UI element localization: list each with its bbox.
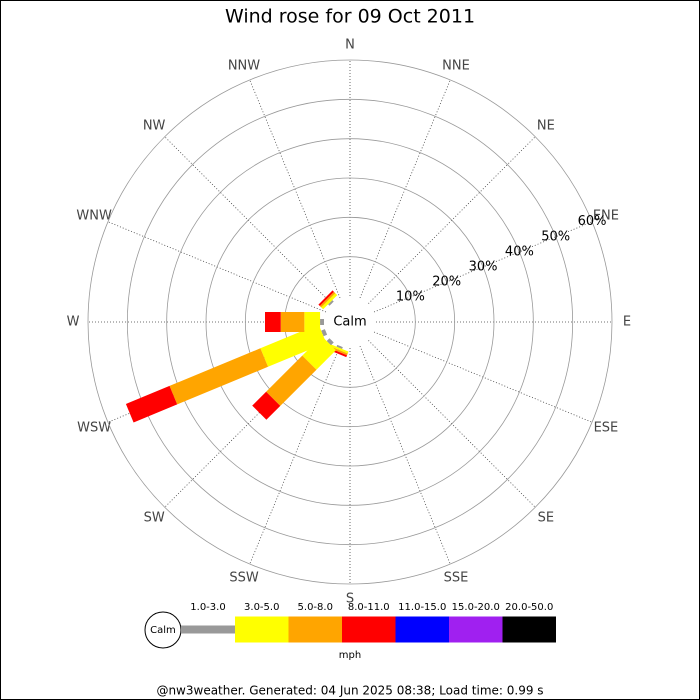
direction-label: NE — [537, 119, 555, 134]
direction-label: WNW — [76, 208, 112, 223]
legend-label: 15.0-20.0 — [452, 602, 500, 613]
bar-segment — [320, 319, 324, 325]
direction-label: SSW — [229, 570, 259, 585]
bar-segment — [260, 324, 327, 367]
ring — [205, 177, 495, 467]
legend-swatch — [502, 616, 556, 643]
bar-segment — [302, 336, 336, 370]
legend-calm-label: Calm — [150, 625, 176, 636]
chart-title: Wind rose for 09 Oct 2011 — [225, 6, 475, 28]
bar-segment — [252, 391, 281, 420]
legend-swatch — [181, 625, 235, 634]
direction-label: SW — [144, 510, 165, 525]
ring — [166, 138, 534, 506]
bar-segment — [125, 385, 178, 423]
bar-segment — [329, 344, 349, 354]
bar-segment — [318, 290, 334, 306]
direction-label: E — [623, 315, 631, 330]
direction-label: W — [67, 315, 80, 330]
legend-label: 1.0-3.0 — [190, 602, 225, 613]
bar-segment — [328, 300, 334, 306]
bar-segment — [265, 312, 281, 332]
direction-label: S — [346, 592, 354, 607]
bar-segment — [280, 312, 305, 332]
bar-segment — [321, 329, 328, 337]
direction-label: NW — [143, 119, 166, 134]
direction-label: NNW — [228, 59, 260, 74]
footer: @nw3weather. Generated: 04 Jun 2025 08:3… — [156, 684, 543, 698]
ring — [87, 59, 613, 585]
ring-label: 20% — [432, 274, 461, 289]
ring — [244, 216, 456, 428]
legend-swatch — [235, 616, 289, 643]
legend-label: 3.0-5.0 — [244, 602, 279, 613]
bar-segment — [321, 293, 338, 310]
legend-label: 11.0-15.0 — [398, 602, 446, 613]
direction-label: SSE — [444, 570, 469, 585]
direction-label: WSW — [77, 421, 111, 436]
bar-segment — [169, 348, 269, 405]
bar-segment — [336, 344, 343, 349]
direction-label: ESE — [594, 421, 619, 436]
ring-label: 60% — [578, 214, 607, 229]
calm-label: Calm — [333, 315, 366, 330]
legend-label: 5.0-8.0 — [298, 602, 333, 613]
legend-swatch — [342, 616, 396, 643]
calm-circle — [324, 296, 376, 348]
legend-label: 20.0-50.0 — [505, 602, 553, 613]
bar-segment — [266, 355, 317, 406]
direction-label: ENE — [593, 208, 619, 223]
direction-label: SE — [538, 510, 554, 525]
legend-swatch — [395, 616, 449, 643]
bar-segment — [326, 338, 334, 346]
bar-segment — [304, 312, 321, 332]
legend-swatch — [288, 616, 342, 643]
direction-label: NNE — [442, 59, 470, 74]
legend-label: 8.0-11.0 — [348, 602, 390, 613]
legend-swatch — [449, 616, 503, 643]
ring — [126, 98, 574, 546]
ring-label: 50% — [541, 229, 570, 244]
ring-label: 30% — [469, 259, 498, 274]
ring-label: 10% — [396, 289, 425, 304]
legend-unit: mph — [339, 650, 361, 661]
bar-segment — [319, 291, 336, 308]
direction-label: N — [345, 38, 355, 53]
ring-label: 40% — [505, 244, 534, 259]
